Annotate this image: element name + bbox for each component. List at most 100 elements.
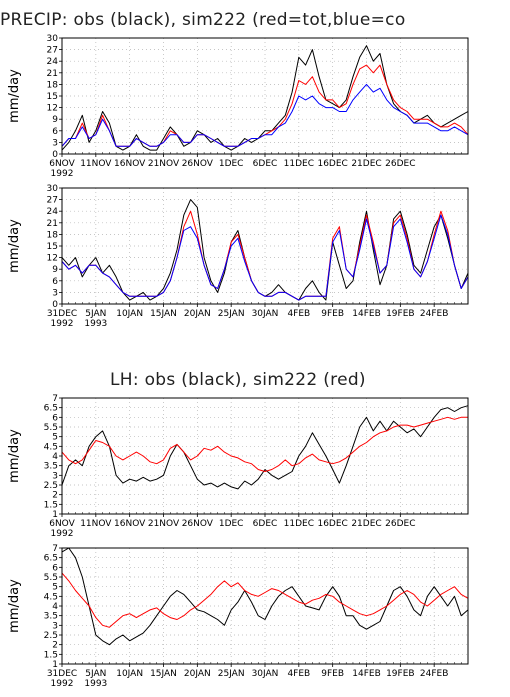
lh-chart-jan-feb: 11.522.533.544.555.566.5731DEC19925JAN19… [7, 544, 469, 689]
y-tick-label: 6 [52, 127, 58, 137]
x-tick-label: 9FEB [321, 669, 344, 679]
lh-title: LH: obs (black), sim222 (red) [110, 370, 366, 390]
y-tick-label: 15 [47, 242, 58, 252]
y-tick-label: 9 [52, 115, 58, 125]
x-tick-label: 5JAN [85, 309, 106, 319]
y-tick-label: 4.5 [44, 592, 58, 602]
y-tick-label: 15 [47, 92, 58, 102]
x-tick-label: 19FEB [386, 669, 415, 679]
x-tick-label: 9FEB [321, 309, 344, 319]
y-tick-label: 30 [47, 34, 59, 44]
x-tick-sublabel: 1992 [51, 529, 74, 539]
y-tick-label: 6 [52, 413, 58, 423]
x-tick-sublabel: 1993 [84, 679, 107, 689]
y-tick-label: 4 [52, 602, 58, 612]
y-tick-label: 27 [47, 196, 58, 206]
y-tick-label: 0 [52, 150, 58, 160]
x-tick-label: 1DEC [219, 159, 244, 169]
x-tick-label: 5JAN [85, 669, 106, 679]
x-tick-label: 30JAN [252, 309, 279, 319]
y-tick-label: 3 [52, 621, 58, 631]
x-tick-label: 6NOV [49, 519, 75, 529]
x-tick-label: 21DEC [351, 519, 381, 529]
x-tick-label: 4FEB [287, 669, 310, 679]
y-tick-label: 24 [47, 207, 59, 217]
y-tick-label: 7 [52, 394, 58, 404]
y-tick-label: 3.5 [44, 612, 58, 622]
x-tick-label: 26DEC [385, 519, 415, 529]
y-axis-label: mm/day [7, 69, 22, 123]
y-tick-label: 4 [52, 452, 58, 462]
x-tick-label: 31DEC [47, 309, 77, 319]
x-tick-label: 26NOV [182, 519, 214, 529]
x-tick-label: 11DEC [284, 519, 314, 529]
y-tick-label: 3 [52, 138, 58, 148]
x-tick-label: 30JAN [252, 669, 279, 679]
y-tick-label: 21 [47, 219, 58, 229]
x-tick-label: 16DEC [317, 519, 347, 529]
plot-frame [61, 397, 469, 515]
x-tick-label: 16NOV [114, 159, 146, 169]
x-tick-label: 11NOV [80, 159, 112, 169]
x-tick-label: 16NOV [114, 519, 146, 529]
x-tick-label: 26NOV [182, 159, 214, 169]
x-tick-label: 15JAN [150, 669, 177, 679]
x-tick-label: 11NOV [80, 519, 112, 529]
x-tick-label: 10JAN [116, 669, 143, 679]
x-tick-label: 25JAN [218, 669, 245, 679]
y-tick-label: 24 [47, 57, 59, 67]
x-tick-label: 20JAN [184, 309, 211, 319]
series-line-obs [61, 405, 469, 490]
y-tick-label: 3 [52, 471, 58, 481]
x-tick-label: 20JAN [184, 669, 211, 679]
y-tick-label: 30 [47, 184, 59, 194]
y-tick-label: 18 [47, 230, 59, 240]
y-tick-label: 5.5 [44, 573, 58, 583]
y-tick-label: 5 [52, 433, 58, 443]
x-tick-sublabel: 1992 [51, 679, 74, 689]
x-tick-label: 1DEC [219, 519, 244, 529]
y-tick-label: 1 [52, 510, 58, 520]
plot-frame [61, 187, 469, 305]
x-tick-label: 24FEB [420, 669, 449, 679]
x-tick-label: 14FEB [352, 669, 381, 679]
x-tick-label: 21NOV [148, 159, 180, 169]
y-tick-label: 6.5 [44, 404, 58, 414]
y-tick-label: 4.5 [44, 442, 58, 452]
x-tick-label: 21DEC [351, 159, 381, 169]
y-tick-label: 2.5 [44, 631, 58, 641]
x-tick-label: 15JAN [150, 309, 177, 319]
x-tick-sublabel: 1992 [51, 319, 74, 329]
x-tick-label: 6NOV [49, 159, 75, 169]
x-tick-label: 16DEC [317, 159, 347, 169]
y-tick-label: 2.5 [44, 481, 58, 491]
y-axis-label: mm/day [7, 579, 22, 633]
y-tick-label: 21 [47, 69, 58, 79]
x-tick-label: 25JAN [218, 309, 245, 319]
x-tick-label: 14FEB [352, 309, 381, 319]
y-tick-label: 12 [47, 104, 58, 114]
x-tick-label: 4FEB [287, 309, 310, 319]
plot-frame [61, 37, 469, 155]
y-tick-label: 6 [52, 277, 58, 287]
y-tick-label: 2 [52, 491, 58, 501]
precip-title: PRECIP: obs (black), sim222 (red=tot,blu… [0, 10, 406, 30]
series-line-obs [61, 199, 469, 301]
series-line-sim-conv [61, 83, 469, 147]
y-tick-label: 5.5 [44, 423, 58, 433]
y-tick-label: 27 [47, 46, 58, 56]
y-tick-label: 18 [47, 80, 59, 90]
x-tick-label: 10JAN [116, 309, 143, 319]
y-tick-label: 7 [52, 544, 58, 554]
x-tick-label: 6DEC [253, 159, 278, 169]
y-axis-label: mm/day [7, 429, 22, 483]
x-tick-label: 26DEC [385, 159, 415, 169]
x-tick-label: 21NOV [148, 519, 180, 529]
plot-frame [61, 547, 469, 665]
y-tick-label: 1.5 [44, 650, 58, 660]
y-tick-label: 1.5 [44, 500, 58, 510]
y-tick-label: 2 [52, 641, 58, 651]
y-tick-label: 1 [52, 660, 58, 670]
